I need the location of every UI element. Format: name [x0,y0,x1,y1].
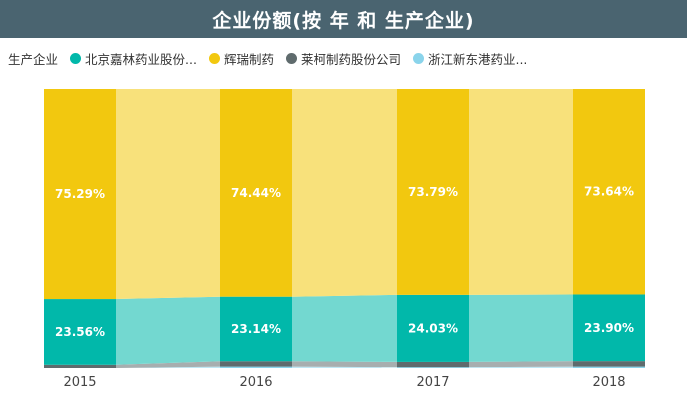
ribbon-1-1[interactable] [292,361,397,368]
bar-segment-2-0[interactable] [44,299,116,365]
x-tick-label-2018: 2018 [592,375,625,390]
ribbon-3-0[interactable] [116,89,220,300]
data-label-3-1: 74.44% [231,186,281,200]
legend-dot-beijing-jialin [70,52,82,64]
legend-dot-zhejiang-xindonggang [412,52,424,64]
data-label-2-0: 23.56% [55,325,105,339]
bar-segment-1-2[interactable] [397,361,469,368]
legend-label-beijing-jialin: 北京嘉林药业股份... [85,51,197,67]
bar-segment-2-1[interactable] [220,296,292,362]
ribbon-2-1[interactable] [292,294,397,362]
ribbon-0-0[interactable] [116,366,220,368]
bar-segment-1-0[interactable] [44,364,116,368]
ribbon-2-2[interactable] [469,294,573,362]
legend-item-zhejiang-xindonggang[interactable]: 浙江新东港药业... [412,49,528,68]
ribbon-0-1[interactable] [292,366,397,368]
data-label-3-3: 73.64% [584,185,634,199]
chart-title: 企业份额(按 年 和 生产企业) [212,9,475,32]
legend-item-beijing-jialin[interactable]: 北京嘉林药业股份... [70,49,197,68]
x-tick-label-2017: 2017 [416,375,449,390]
x-axis: 2015 2016 2017 2018 [63,375,625,390]
legend-item-pfizer[interactable]: 辉瑞制药 [208,49,274,68]
ribbons [116,89,573,368]
bar-segment-2-2[interactable] [397,294,469,362]
legend-item-laike[interactable]: 莱柯制药股份公司 [285,49,401,68]
data-label-3-2: 73.79% [408,185,458,199]
legend-label-laike: 莱柯制药股份公司 [300,51,401,67]
ribbon-0-2[interactable] [469,366,573,368]
x-tick-label-2015: 2015 [63,375,96,390]
bar-segment-1-3[interactable] [573,361,645,367]
bar-segment-0-3[interactable] [573,366,645,368]
legend-title: 生产企业 [8,51,59,67]
x-tick-label-2016: 2016 [239,375,272,390]
data-label-3-0: 75.29% [55,187,105,201]
legend-label-zhejiang-xindonggang: 浙江新东港药业... [427,51,528,67]
chart-title-bar: 企业份额(按 年 和 生产企业) [0,0,687,38]
bar-segment-3-0[interactable] [44,89,116,300]
bar-segment-3-1[interactable] [220,89,292,297]
bars [44,89,645,368]
ribbon-3-2[interactable] [469,89,573,295]
bar-segment-2-3[interactable] [573,294,645,362]
bar-segment-1-1[interactable] [220,361,292,367]
bar-segment-3-3[interactable] [573,89,645,295]
legend: 生产企业 北京嘉林药业股份... 辉瑞制药 莱柯制药股份公司 浙江新东港药业..… [8,47,539,69]
legend-label-pfizer: 辉瑞制药 [223,51,274,67]
bar-segment-0-1[interactable] [220,366,292,368]
data-label-2-1: 23.14% [231,322,281,336]
bar-segment-3-2[interactable] [397,89,469,295]
data-labels: 23.56% 23.14% 24.03% 23.90% 75.29% 74.44% 73.7… [55,185,634,339]
legend-dot-laike [285,52,297,64]
bar-segment-0-2[interactable] [397,367,469,368]
legend-dot-pfizer [208,52,220,64]
ribbon-1-2[interactable] [469,361,573,368]
data-label-2-2: 24.03% [408,321,458,335]
ribbon-1-0[interactable] [116,361,220,368]
ribbon-3-1[interactable] [292,89,397,297]
ribbon-2-0[interactable] [116,296,220,365]
data-label-2-3: 23.90% [584,321,634,335]
